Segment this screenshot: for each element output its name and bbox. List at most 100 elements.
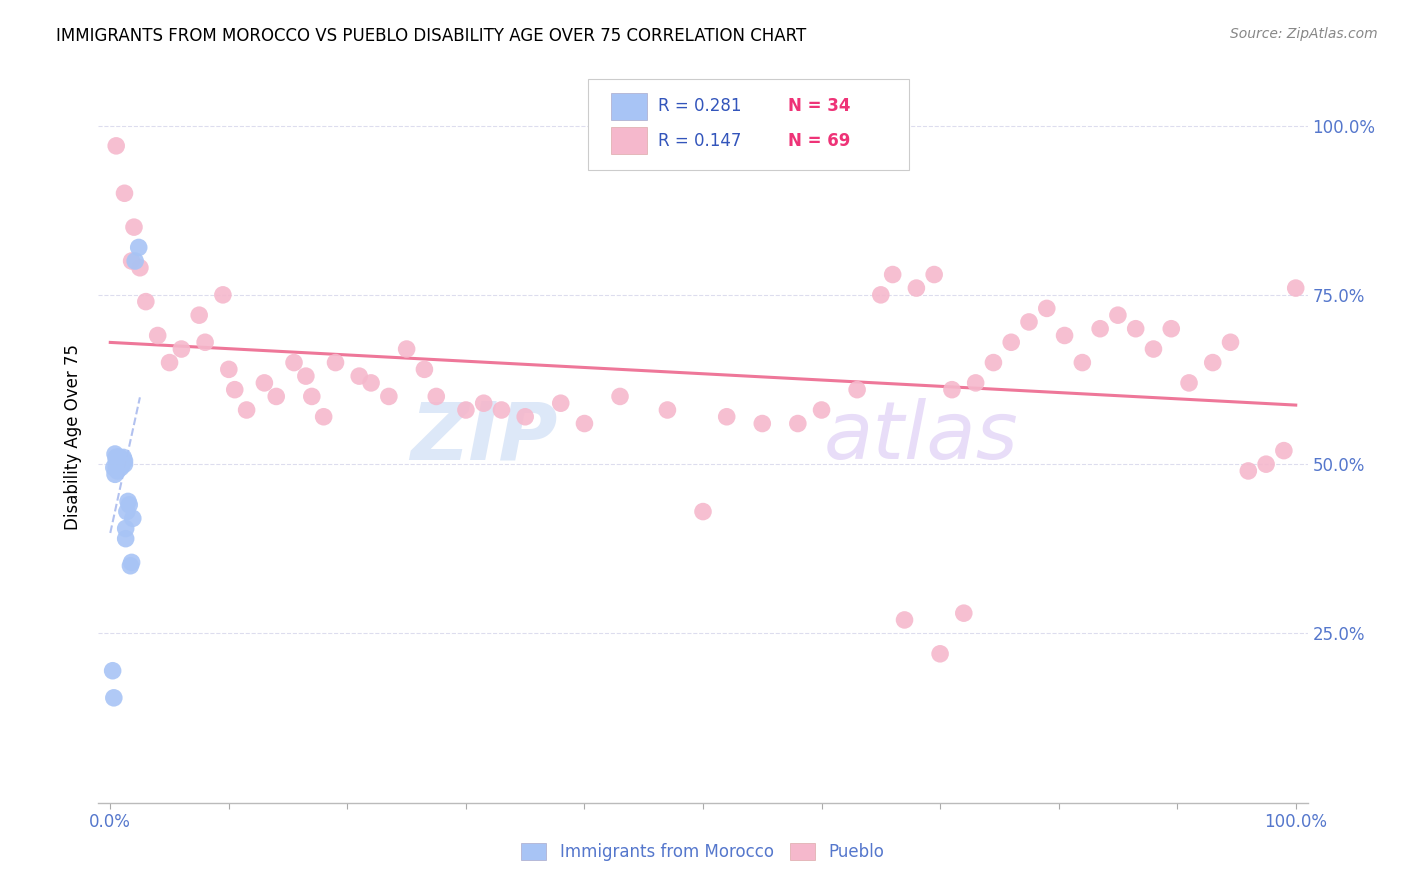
Point: [395, 342, 418, 356]
Point: [1178, 376, 1201, 390]
Point: [121, 511, 143, 525]
Point: [413, 362, 436, 376]
Point: [108, 454, 131, 468]
Point: [716, 409, 738, 424]
Point: [905, 281, 928, 295]
Point: [103, 460, 125, 475]
Text: atlas: atlas: [824, 398, 1019, 476]
Point: [1237, 464, 1260, 478]
Point: [893, 613, 915, 627]
Point: [105, 454, 128, 468]
Point: [810, 403, 832, 417]
Point: [124, 254, 146, 268]
Point: [159, 355, 181, 369]
Point: [574, 417, 596, 431]
Point: [105, 139, 128, 153]
Point: [104, 467, 127, 482]
Text: R = 0.147: R = 0.147: [658, 132, 741, 150]
Point: [454, 403, 477, 417]
Point: [786, 417, 808, 431]
Point: [194, 335, 217, 350]
Point: [1018, 315, 1040, 329]
Point: [1272, 443, 1295, 458]
FancyBboxPatch shape: [588, 78, 908, 170]
Point: [882, 268, 904, 282]
Text: N = 69: N = 69: [787, 132, 851, 150]
Point: [105, 450, 128, 465]
Point: [515, 409, 537, 424]
Point: [1036, 301, 1059, 316]
Text: N = 34: N = 34: [787, 97, 851, 115]
Point: [105, 454, 128, 468]
Point: [188, 308, 211, 322]
Point: [108, 450, 131, 465]
Point: [965, 376, 987, 390]
Point: [117, 494, 139, 508]
Point: [105, 450, 128, 465]
Point: [1107, 308, 1129, 322]
Point: [1285, 281, 1308, 295]
Point: [1202, 355, 1225, 369]
Point: [378, 389, 401, 403]
Point: [692, 505, 714, 519]
Point: [114, 532, 136, 546]
Point: [491, 403, 513, 417]
Point: [253, 376, 276, 390]
Point: [114, 186, 136, 201]
Point: [105, 464, 128, 478]
Point: [114, 454, 136, 468]
Point: [107, 457, 129, 471]
Point: [212, 288, 235, 302]
Point: [360, 376, 382, 390]
Point: [110, 454, 132, 468]
Point: [114, 457, 136, 471]
Point: [295, 369, 318, 384]
Point: [118, 498, 141, 512]
Point: [146, 328, 169, 343]
Point: [107, 454, 129, 468]
Point: [235, 403, 257, 417]
Point: [283, 355, 305, 369]
Point: [129, 260, 152, 275]
Point: [112, 454, 135, 468]
Point: [751, 417, 773, 431]
Point: [218, 362, 240, 376]
Point: [929, 647, 952, 661]
Point: [1053, 328, 1076, 343]
Text: R = 0.281: R = 0.281: [658, 97, 742, 115]
Point: [1000, 335, 1022, 350]
Point: [224, 383, 246, 397]
Point: [609, 389, 631, 403]
Point: [325, 355, 347, 369]
Point: [112, 450, 135, 465]
Point: [1088, 322, 1111, 336]
Text: ZIP: ZIP: [411, 398, 558, 476]
Point: [101, 664, 124, 678]
Point: [115, 505, 138, 519]
Point: [312, 409, 335, 424]
Point: [135, 294, 157, 309]
Point: [120, 558, 142, 573]
Point: [121, 254, 143, 268]
Point: [1142, 342, 1164, 356]
Text: Source: ZipAtlas.com: Source: ZipAtlas.com: [1230, 27, 1378, 41]
Point: [425, 389, 447, 403]
FancyBboxPatch shape: [612, 93, 647, 120]
Point: [107, 450, 129, 465]
Point: [347, 369, 370, 384]
Point: [1254, 457, 1277, 471]
Point: [1071, 355, 1094, 369]
Point: [301, 389, 323, 403]
Point: [111, 454, 134, 468]
Point: [264, 389, 287, 403]
Point: [111, 457, 134, 471]
Point: [922, 268, 945, 282]
Point: [110, 460, 132, 475]
Point: [170, 342, 193, 356]
Point: [550, 396, 572, 410]
Point: [941, 383, 963, 397]
Point: [1125, 322, 1147, 336]
Point: [657, 403, 679, 417]
Y-axis label: Disability Age Over 75: Disability Age Over 75: [65, 344, 83, 530]
Point: [1219, 335, 1241, 350]
